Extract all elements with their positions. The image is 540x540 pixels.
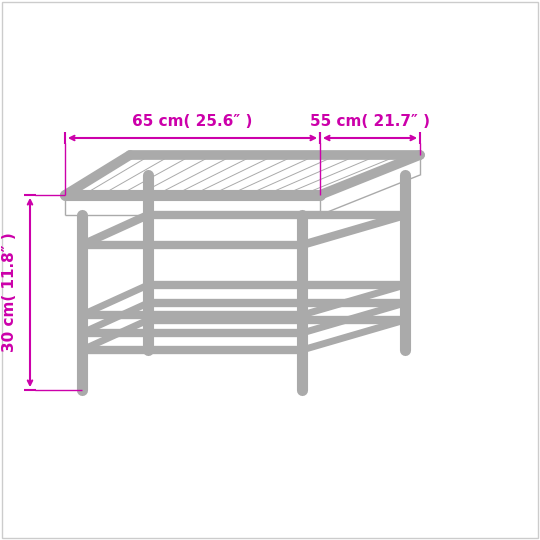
- Text: 30 cm( 11.8″ ): 30 cm( 11.8″ ): [3, 233, 17, 353]
- Text: 65 cm( 25.6″ ): 65 cm( 25.6″ ): [132, 114, 253, 130]
- Text: 55 cm( 21.7″ ): 55 cm( 21.7″ ): [310, 114, 430, 130]
